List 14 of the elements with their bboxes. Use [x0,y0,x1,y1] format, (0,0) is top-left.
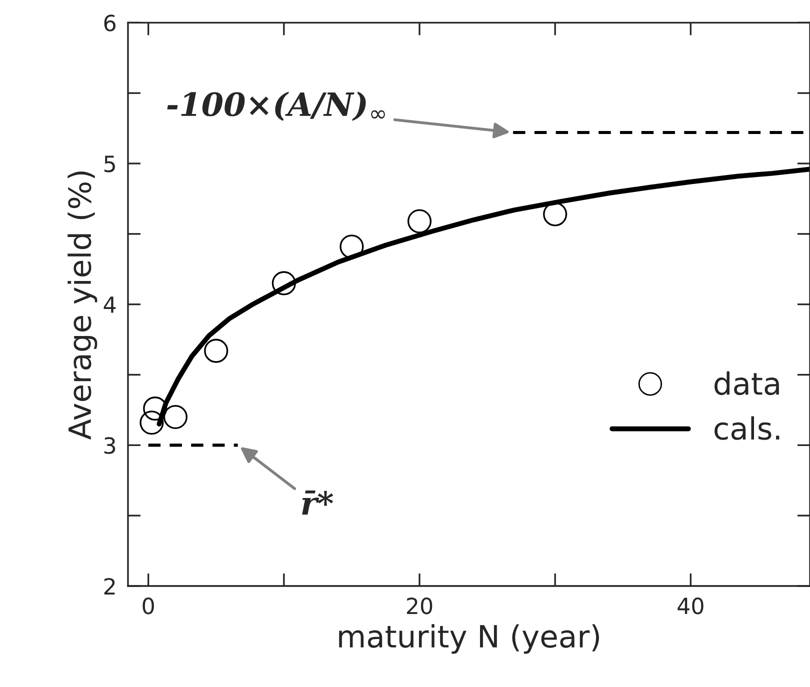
x-tick-label: 0 [142,598,154,614]
y-tick-label: 3 [104,437,116,454]
annotation: -100×(A/N)$_{∞}$ [167,92,385,121]
legend-label: cals. [714,416,780,440]
legend-label: data [714,371,779,396]
y-axis-title: Average yield (%) [68,171,98,440]
x-axis-title: maturity N (year) [339,624,599,654]
x-tick-label: 20 [406,598,432,614]
y-tick-label: 6 [104,14,116,32]
annotation: r̄* [302,490,334,515]
y-tick-label: 4 [104,296,116,313]
y-tick-label: 2 [104,578,115,594]
y-tick-label: 5 [104,156,115,172]
x-tick-label: 40 [678,598,704,614]
